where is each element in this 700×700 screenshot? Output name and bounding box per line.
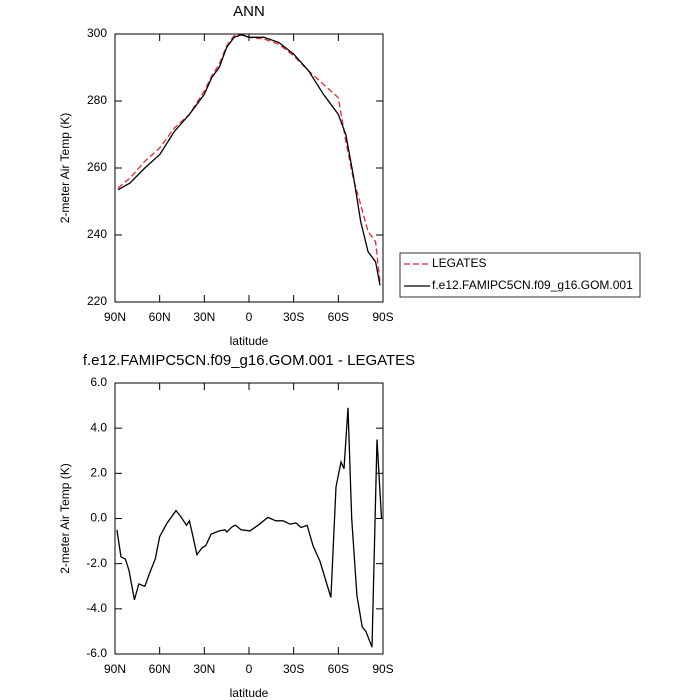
x-tick-label: 60S — [328, 310, 349, 324]
x-axis-label: latitude — [230, 334, 269, 348]
plot-frame — [114, 382, 384, 655]
x-axis-label: latitude — [230, 686, 269, 700]
x-tick-label: 90N — [104, 662, 126, 676]
data-line — [117, 34, 381, 286]
y-tick-label: -6.0 — [86, 646, 107, 660]
legend-box — [399, 252, 641, 298]
y-tick-label: 0.0 — [90, 511, 107, 525]
y-tick-label: -4.0 — [86, 601, 107, 615]
data-line — [116, 407, 383, 648]
legend-label: f.e12.FAMIPC5CN.f09_g16.GOM.001 — [432, 278, 633, 292]
data-line — [117, 34, 381, 282]
y-axis-label: 2-meter Air Temp (K) — [58, 463, 72, 573]
chart-title: f.e12.FAMIPC5CN.f09_g16.GOM.001 - LEGATE… — [83, 352, 415, 369]
y-tick-label: -2.0 — [86, 556, 107, 570]
y-tick-label: 260 — [87, 160, 107, 174]
x-tick-label: 90S — [372, 662, 393, 676]
x-tick-label: 60N — [149, 310, 171, 324]
x-tick-label: 0 — [246, 662, 253, 676]
x-tick-label: 60N — [149, 662, 171, 676]
y-tick-label: 2.0 — [90, 466, 107, 480]
y-tick-label: 6.0 — [90, 375, 107, 389]
x-tick-label: 90N — [104, 310, 126, 324]
y-tick-label: 220 — [87, 294, 107, 308]
y-tick-label: 240 — [87, 227, 107, 241]
chart-title: ANN — [233, 3, 265, 20]
x-tick-label: 60S — [328, 662, 349, 676]
y-tick-label: 4.0 — [90, 420, 107, 434]
x-tick-label: 90S — [372, 310, 393, 324]
x-tick-label: 30N — [193, 662, 215, 676]
y-tick-label: 280 — [87, 93, 107, 107]
plot-frame — [114, 33, 384, 303]
x-tick-label: 30S — [283, 662, 304, 676]
x-tick-label: 30S — [283, 310, 304, 324]
x-tick-label: 0 — [246, 310, 253, 324]
legend-label: LEGATES — [432, 256, 486, 270]
y-tick-label: 300 — [87, 26, 107, 40]
y-axis-label: 2-meter Air Temp (K) — [58, 113, 72, 223]
x-tick-label: 30N — [193, 310, 215, 324]
